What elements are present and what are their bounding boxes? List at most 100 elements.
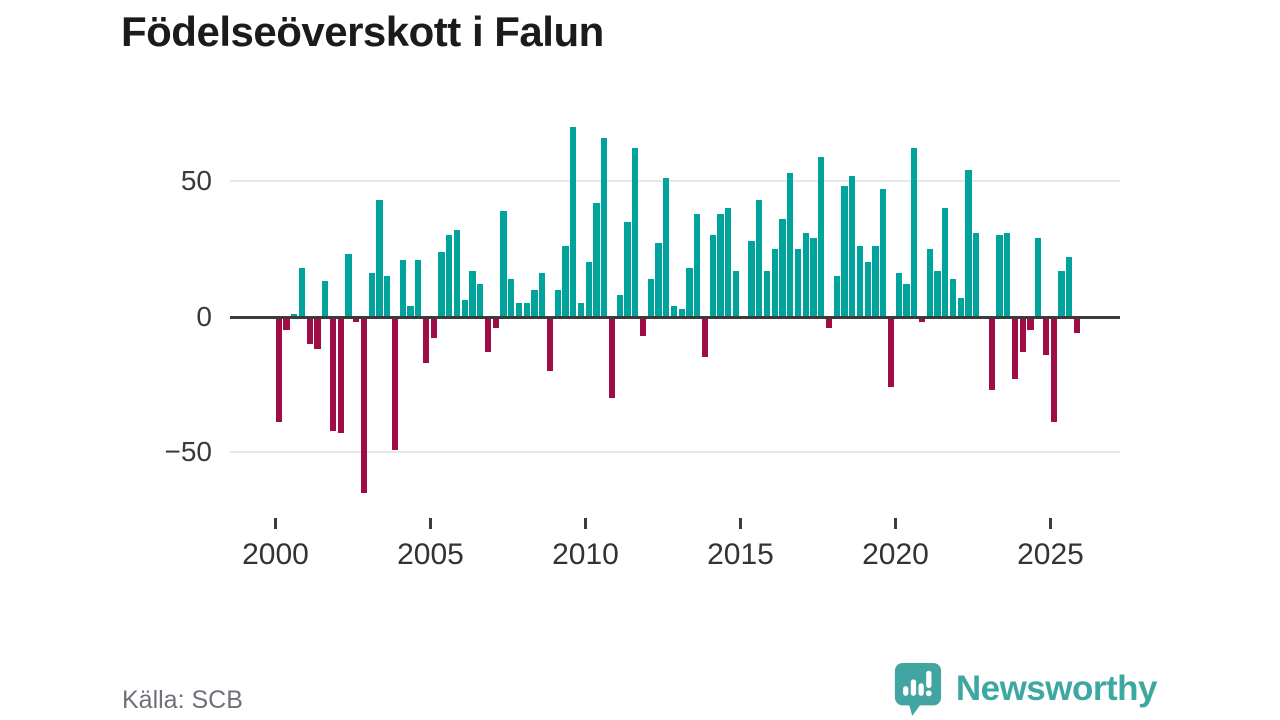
bar-2014-q3 <box>725 208 732 317</box>
bar-2001-q3 <box>322 281 329 317</box>
plot-area <box>230 110 1120 505</box>
bar-2004-q2 <box>407 305 414 317</box>
bar-2009-q1 <box>554 289 561 317</box>
bar-2004-q1 <box>399 259 406 317</box>
bar-2005-q2 <box>438 251 445 317</box>
x-axis-label-2000: 2000 <box>242 538 309 571</box>
y-axis-label-0: 0 <box>196 300 212 332</box>
gridline-50 <box>230 179 1120 182</box>
bar-2017-q1 <box>802 232 809 317</box>
bar-2000-q3 <box>291 314 298 317</box>
bar-2024-q4 <box>1042 316 1050 355</box>
bar-2002-q3 <box>353 316 360 323</box>
bar-2024-q2 <box>1027 316 1034 331</box>
bar-2013-q1 <box>678 308 685 317</box>
bar-2018-q4 <box>856 246 864 317</box>
x-axis-label-2005: 2005 <box>397 538 464 571</box>
bar-2012-q3 <box>663 178 670 317</box>
x-axis-label-2010: 2010 <box>552 538 619 571</box>
bar-2015-q3 <box>756 200 763 317</box>
bar-2001-q4 <box>329 316 337 431</box>
bar-2010-q4 <box>608 316 616 399</box>
bar-2002-q2 <box>345 254 352 317</box>
bar-2025-q1 <box>1050 316 1057 423</box>
x-tick-2015 <box>739 518 742 529</box>
bar-2011-q4 <box>639 316 647 336</box>
bar-2013-q3 <box>694 213 701 317</box>
bar-2008-q4 <box>546 316 554 371</box>
bar-2000-q1 <box>275 316 282 423</box>
bar-2020-q3 <box>911 148 918 317</box>
newsworthy-speech-bubble-chart-icon <box>893 661 943 717</box>
x-axis-label-2025: 2025 <box>1017 538 1084 571</box>
gridline--50 <box>230 451 1120 454</box>
bar-2023-q4 <box>1011 316 1019 380</box>
bar-2012-q2 <box>655 243 662 317</box>
bar-2016-q2 <box>779 219 786 317</box>
bar-2017-q3 <box>818 156 825 317</box>
bar-2021-q4 <box>949 278 957 317</box>
bar-2016-q4 <box>794 248 802 317</box>
bar-2025-q3 <box>1066 257 1073 317</box>
bar-2008-q1 <box>523 303 530 317</box>
bar-2021-q2 <box>934 270 941 317</box>
bar-2009-q3 <box>570 126 577 317</box>
bar-2012-q4 <box>670 305 678 317</box>
x-axis-label-2015: 2015 <box>707 538 774 571</box>
newsworthy-logo-link[interactable]: Newsworthy <box>893 660 1158 718</box>
bar-2009-q4 <box>577 303 585 317</box>
bar-2018-q2 <box>841 186 848 317</box>
bar-2023-q3 <box>1004 232 1011 317</box>
bar-2002-q4 <box>360 316 368 494</box>
bar-2019-q1 <box>864 262 871 317</box>
y-axis-label-−50: −50 <box>164 436 213 468</box>
bar-2013-q4 <box>701 316 709 358</box>
x-tick-2020 <box>894 518 897 529</box>
bar-2009-q2 <box>562 246 569 317</box>
bar-2006-q2 <box>469 270 476 317</box>
bar-2001-q2 <box>314 316 321 350</box>
bar-2019-q4 <box>887 316 895 388</box>
x-axis-zero-line <box>230 315 1120 319</box>
bar-2007-q4 <box>515 303 523 317</box>
bar-2005-q3 <box>446 235 453 317</box>
bar-2024-q1 <box>1019 316 1026 352</box>
bar-2014-q1 <box>709 235 716 317</box>
bar-2015-q4 <box>763 270 771 317</box>
x-tick-2000 <box>274 518 277 529</box>
bar-2010-q1 <box>585 262 592 317</box>
bar-2012-q1 <box>647 278 654 317</box>
bar-2018-q1 <box>833 276 840 317</box>
x-tick-2010 <box>584 518 587 529</box>
bar-2003-q3 <box>384 276 391 317</box>
bar-2021-q1 <box>926 248 933 317</box>
bar-2014-q4 <box>732 270 740 317</box>
bar-2001-q1 <box>306 316 313 344</box>
bar-2004-q4 <box>422 316 430 363</box>
bar-2003-q2 <box>376 200 383 317</box>
bar-2006-q4 <box>484 316 492 352</box>
bar-2013-q2 <box>686 267 693 317</box>
bar-2011-q2 <box>624 221 631 317</box>
bar-2007-q1 <box>492 316 499 328</box>
bar-2021-q3 <box>942 208 949 317</box>
bar-2025-q2 <box>1058 270 1065 317</box>
bar-2022-q1 <box>957 297 964 317</box>
bar-2015-q2 <box>748 240 755 317</box>
bar-2019-q2 <box>872 246 879 317</box>
bar-2020-q2 <box>903 284 910 317</box>
bar-2023-q2 <box>996 235 1003 317</box>
bar-2016-q1 <box>771 248 778 317</box>
bar-2005-q4 <box>453 229 461 317</box>
bar-2000-q4 <box>298 267 306 317</box>
x-tick-2005 <box>429 518 432 529</box>
bar-2020-q1 <box>895 273 902 317</box>
bar-2017-q2 <box>810 238 817 317</box>
y-axis-label-50: 50 <box>180 165 212 196</box>
bar-2011-q3 <box>632 148 639 317</box>
bar-2024-q3 <box>1035 238 1042 317</box>
bar-2007-q3 <box>508 278 515 317</box>
bar-2011-q1 <box>616 295 623 317</box>
bar-2000-q2 <box>283 316 290 331</box>
x-tick-2025 <box>1049 518 1052 529</box>
